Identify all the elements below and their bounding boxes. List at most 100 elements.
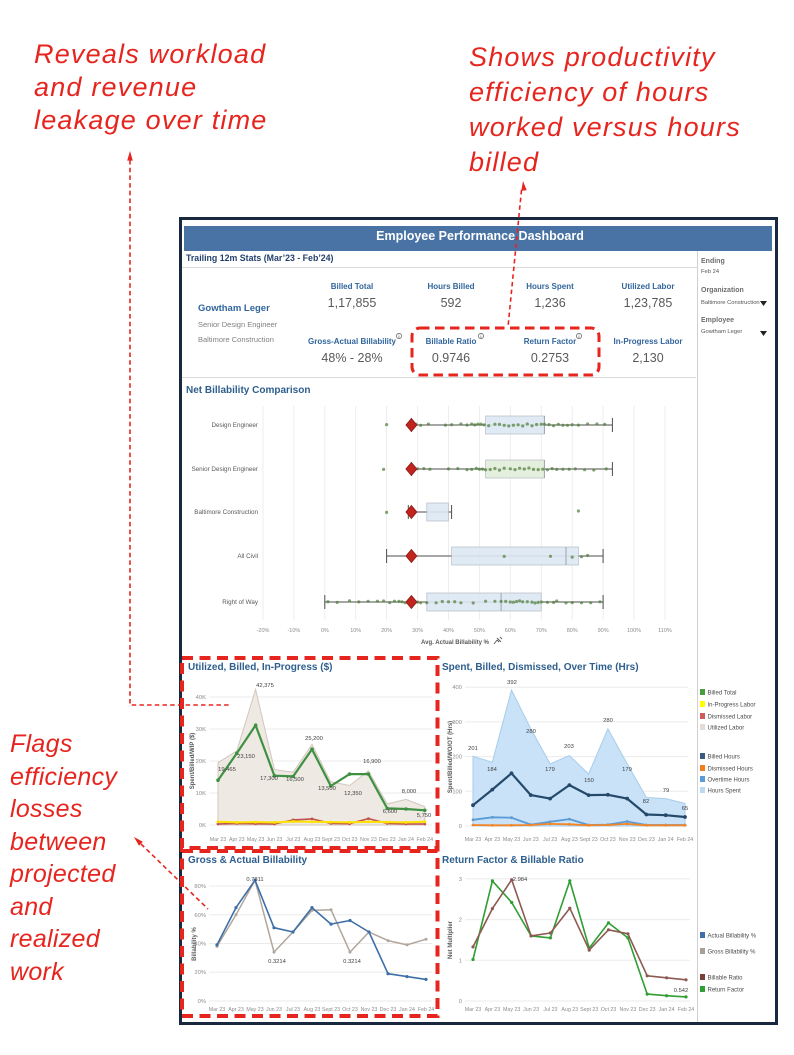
svg-text:65: 65 bbox=[682, 806, 688, 812]
svg-text:-20%: -20% bbox=[257, 628, 270, 634]
svg-text:25,200: 25,200 bbox=[305, 736, 323, 742]
svg-text:Jul 23: Jul 23 bbox=[286, 1007, 300, 1013]
svg-text:Net Multiplier: Net Multiplier bbox=[448, 920, 454, 959]
svg-text:Oct 23: Oct 23 bbox=[342, 837, 358, 843]
svg-text:Nov 23: Nov 23 bbox=[360, 837, 377, 843]
svg-text:-10%: -10% bbox=[287, 628, 300, 634]
svg-text:Jun 23: Jun 23 bbox=[266, 1007, 282, 1013]
svg-text:201: 201 bbox=[468, 746, 478, 752]
svg-text:Aug 23: Aug 23 bbox=[304, 837, 321, 843]
svg-text:10K: 10K bbox=[196, 791, 206, 797]
svg-text:Oct 23: Oct 23 bbox=[601, 1007, 617, 1013]
svg-text:2: 2 bbox=[459, 918, 462, 924]
svg-text:Mar 23: Mar 23 bbox=[465, 1007, 482, 1013]
svg-text:Jan 24: Jan 24 bbox=[399, 1007, 415, 1013]
svg-text:0: 0 bbox=[459, 824, 462, 830]
svg-text:Design Engineer: Design Engineer bbox=[211, 422, 258, 429]
svg-text:82: 82 bbox=[643, 799, 649, 805]
svg-text:16,500: 16,500 bbox=[286, 777, 304, 783]
svg-text:19,465: 19,465 bbox=[218, 767, 236, 773]
svg-text:40%: 40% bbox=[194, 942, 206, 948]
svg-text:392: 392 bbox=[507, 680, 517, 686]
svg-text:0K: 0K bbox=[199, 823, 206, 829]
svg-text:20K: 20K bbox=[196, 759, 206, 765]
svg-text:Baltimore Construction: Baltimore Construction bbox=[194, 509, 258, 516]
svg-text:280: 280 bbox=[526, 729, 536, 735]
svg-text:Mar 23: Mar 23 bbox=[209, 1007, 226, 1013]
svg-text:40K: 40K bbox=[196, 695, 206, 701]
svg-text:Feb 24: Feb 24 bbox=[417, 837, 434, 843]
svg-text:i: i bbox=[398, 334, 399, 339]
svg-text:0.3214: 0.3214 bbox=[343, 959, 362, 965]
svg-text:Jul 23: Jul 23 bbox=[286, 837, 300, 843]
svg-text:Jun 23: Jun 23 bbox=[523, 1007, 539, 1013]
svg-text:12,350: 12,350 bbox=[344, 791, 362, 797]
svg-text:Oct 23: Oct 23 bbox=[600, 837, 616, 843]
svg-text:110%: 110% bbox=[658, 628, 672, 634]
svg-text:17,300: 17,300 bbox=[260, 776, 278, 782]
svg-text:50%: 50% bbox=[474, 628, 485, 634]
svg-text:20%: 20% bbox=[194, 970, 206, 976]
svg-text:0.3214: 0.3214 bbox=[268, 959, 287, 965]
svg-text:Nov 23: Nov 23 bbox=[620, 1007, 637, 1013]
svg-text:300: 300 bbox=[452, 720, 462, 726]
svg-text:Sept 23: Sept 23 bbox=[579, 837, 597, 843]
svg-text:i: i bbox=[480, 334, 481, 339]
svg-text:Aug 23: Aug 23 bbox=[304, 1007, 321, 1013]
svg-text:Jul 23: Jul 23 bbox=[543, 837, 557, 843]
svg-text:20%: 20% bbox=[381, 628, 392, 634]
svg-text:30K: 30K bbox=[196, 727, 206, 733]
svg-text:30%: 30% bbox=[412, 628, 423, 634]
svg-text:May 23: May 23 bbox=[503, 837, 520, 843]
svg-text:Jul 23: Jul 23 bbox=[543, 1007, 557, 1013]
svg-text:400: 400 bbox=[452, 685, 462, 691]
svg-text:60%: 60% bbox=[505, 628, 516, 634]
svg-text:280: 280 bbox=[603, 718, 613, 724]
svg-text:Apr 23: Apr 23 bbox=[485, 1007, 501, 1013]
svg-text:0.542: 0.542 bbox=[674, 988, 689, 994]
svg-text:i: i bbox=[578, 334, 579, 339]
svg-text:200: 200 bbox=[452, 755, 462, 761]
svg-text:184: 184 bbox=[487, 767, 497, 773]
svg-text:Right of Way: Right of Way bbox=[222, 599, 259, 606]
svg-text:Sept 23: Sept 23 bbox=[322, 1007, 340, 1013]
svg-text:80%: 80% bbox=[567, 628, 578, 634]
svg-text:Jan 24: Jan 24 bbox=[658, 837, 674, 843]
svg-text:Spent/Billed/WIP ($): Spent/Billed/WIP ($) bbox=[190, 733, 196, 790]
svg-text:May 23: May 23 bbox=[503, 1007, 520, 1013]
svg-text:23,150: 23,150 bbox=[237, 754, 255, 760]
svg-text:Jun 23: Jun 23 bbox=[266, 837, 282, 843]
svg-text:13,500: 13,500 bbox=[318, 786, 336, 792]
svg-text:16,900: 16,900 bbox=[363, 759, 381, 765]
svg-text:Dec 23: Dec 23 bbox=[379, 837, 396, 843]
svg-text:0: 0 bbox=[459, 999, 462, 1005]
svg-text:Oct 23: Oct 23 bbox=[342, 1007, 358, 1013]
svg-text:Apr 23: Apr 23 bbox=[229, 837, 245, 843]
svg-text:203: 203 bbox=[564, 744, 574, 750]
svg-text:Jan 24: Jan 24 bbox=[398, 837, 414, 843]
svg-text:May 23: May 23 bbox=[246, 1007, 263, 1013]
svg-text:80%: 80% bbox=[194, 884, 206, 890]
svg-text:40%: 40% bbox=[443, 628, 454, 634]
svg-text:5,750: 5,750 bbox=[417, 813, 432, 819]
svg-text:42,375: 42,375 bbox=[256, 683, 274, 689]
svg-text:Mar 23: Mar 23 bbox=[465, 837, 482, 843]
svg-text:79: 79 bbox=[663, 788, 669, 794]
svg-text:Dec 23: Dec 23 bbox=[380, 1007, 397, 1013]
svg-text:Feb 24: Feb 24 bbox=[678, 1007, 695, 1013]
svg-text:Billability %: Billability % bbox=[192, 927, 198, 961]
svg-text:0%: 0% bbox=[321, 628, 329, 634]
svg-text:Feb 24: Feb 24 bbox=[677, 837, 694, 843]
svg-text:Dec 23: Dec 23 bbox=[639, 1007, 656, 1013]
svg-text:10%: 10% bbox=[350, 628, 361, 634]
svg-text:90%: 90% bbox=[598, 628, 609, 634]
svg-text:179: 179 bbox=[545, 767, 555, 773]
svg-text:100: 100 bbox=[452, 789, 462, 795]
svg-text:3: 3 bbox=[459, 877, 462, 883]
svg-text:Apr 23: Apr 23 bbox=[228, 1007, 244, 1013]
svg-text:Dec 23: Dec 23 bbox=[638, 837, 655, 843]
svg-text:150: 150 bbox=[584, 778, 594, 784]
svg-text:Apr 23: Apr 23 bbox=[484, 837, 500, 843]
svg-text:Spent/Billed/WO/OT (Hrs): Spent/Billed/WO/OT (Hrs) bbox=[448, 721, 454, 793]
svg-text:Avg. Actual Billability %: Avg. Actual Billability % bbox=[421, 640, 490, 646]
